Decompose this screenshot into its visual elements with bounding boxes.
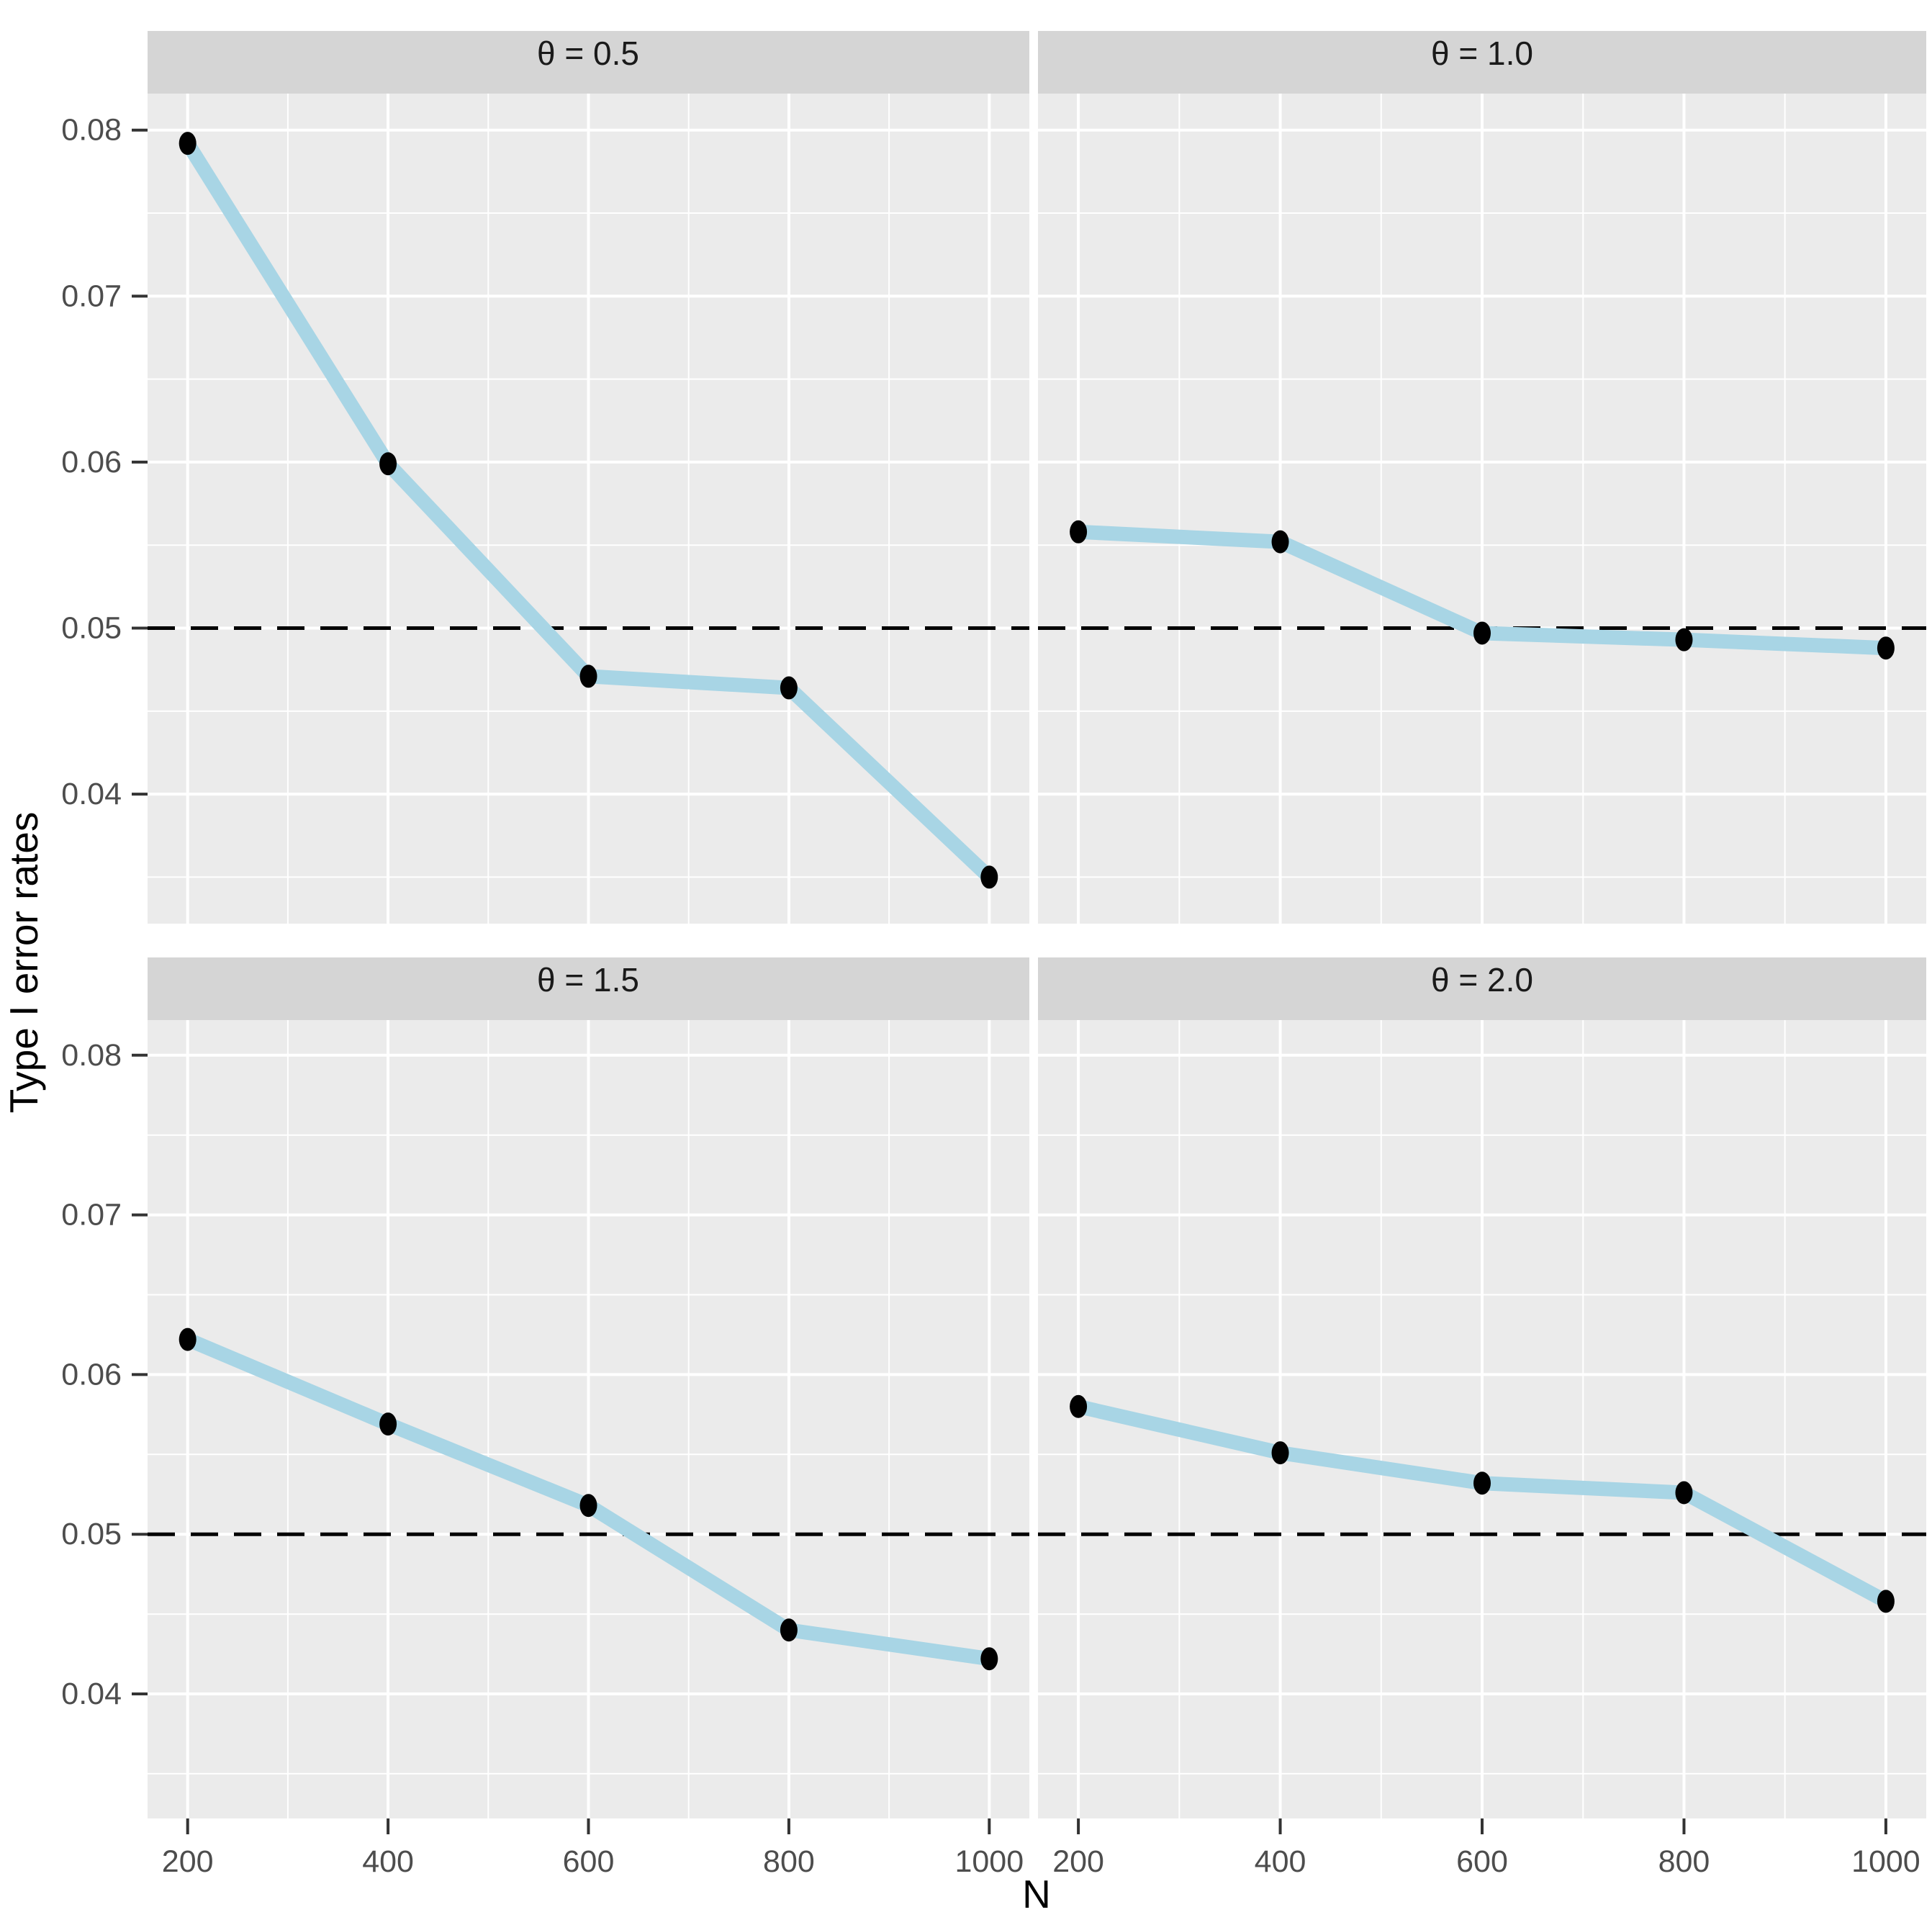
y-axis-title: Type I error rates: [1, 812, 46, 1114]
x-tick-label: 400: [1255, 1844, 1306, 1879]
data-point: [179, 132, 197, 155]
x-tick-label: 600: [563, 1844, 615, 1879]
y-tick-label: 0.05: [61, 1517, 122, 1551]
facet-strip: [1038, 31, 1926, 94]
y-tick-label: 0.06: [61, 1357, 122, 1392]
x-tick-label: 400: [362, 1844, 414, 1879]
x-tick-label: 200: [1052, 1844, 1104, 1879]
y-tick-label: 0.08: [61, 113, 122, 148]
data-point: [1070, 1394, 1088, 1418]
x-tick-label: 1000: [1851, 1844, 1920, 1879]
facet-strip: [1038, 957, 1926, 1020]
facet-label-theta-2-0: θ = 2.0: [1431, 961, 1533, 998]
data-point: [1070, 520, 1088, 544]
facet-panels-layer: 0.04 0.05 0.06 0.07 0.08 0.04 0.05 0.06 0.07 0.08…: [61, 31, 1926, 1879]
facet-panel-group: 0.04 0.05 0.06 0.07 0.08 200 400 600 800 1000: [61, 957, 1029, 1879]
y-tick-label: 0.04: [61, 1677, 122, 1711]
data-point: [579, 664, 597, 688]
facet-strip: [148, 957, 1029, 1020]
data-point: [980, 1647, 998, 1671]
y-tick-label: 0.07: [61, 279, 122, 313]
data-point: [780, 1618, 798, 1642]
data-point: [1473, 1471, 1491, 1495]
data-point: [1877, 1590, 1895, 1613]
data-point: [379, 1412, 397, 1436]
x-tick-label: 800: [763, 1844, 815, 1879]
facet-label-theta-1-5: θ = 1.5: [537, 961, 639, 998]
y-tick-label: 0.04: [61, 777, 122, 811]
x-axis-title: N: [1022, 1872, 1051, 1916]
facet-panel-group: 200 400 600 800 1000: [1038, 957, 1926, 1879]
facet-panel-group: [1038, 31, 1926, 924]
x-tick-label: 800: [1658, 1844, 1710, 1879]
data-point: [1271, 1441, 1289, 1465]
data-point: [179, 1327, 197, 1351]
facet-label-theta-1-0: θ = 1.0: [1431, 35, 1533, 72]
data-point: [579, 1494, 597, 1518]
data-point: [1271, 530, 1289, 554]
facet-strip: [148, 31, 1029, 94]
y-tick-label: 0.06: [61, 445, 122, 479]
x-tick-label: 600: [1456, 1844, 1508, 1879]
data-point: [1473, 621, 1491, 645]
y-tick-label: 0.05: [61, 611, 122, 646]
data-point: [980, 865, 998, 889]
y-tick-label: 0.07: [61, 1198, 122, 1232]
data-point: [379, 452, 397, 476]
y-tick-label: 0.08: [61, 1038, 122, 1073]
data-point: [1675, 1481, 1693, 1505]
facet-label-theta-0-5: θ = 0.5: [537, 35, 639, 72]
x-tick-label: 200: [162, 1844, 214, 1879]
data-point: [1675, 628, 1693, 652]
x-tick-label: 1000: [954, 1844, 1024, 1879]
data-point: [1877, 636, 1895, 660]
data-point: [780, 676, 798, 700]
facet-panel-group: 0.04 0.05 0.06 0.07 0.08: [61, 31, 1029, 924]
